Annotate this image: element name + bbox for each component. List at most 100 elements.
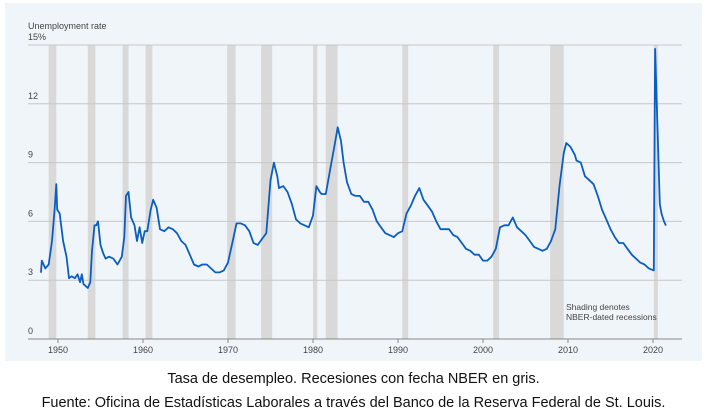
data-point: [343, 162, 345, 164]
data-point: [41, 260, 43, 262]
data-point: [269, 179, 272, 181]
data-point: [278, 187, 280, 189]
data-point: [656, 120, 658, 123]
data-point: [286, 191, 289, 193]
x-tick-label: 2010: [558, 345, 578, 355]
data-point: [601, 209, 603, 211]
x-tick-label: 2000: [473, 345, 493, 355]
y-tick-label: 6: [28, 208, 33, 218]
data-point: [133, 224, 136, 226]
recession-band: [227, 45, 236, 339]
data-point: [152, 199, 154, 201]
data-point: [495, 248, 497, 250]
x-tick-label: 1980: [303, 345, 323, 355]
data-point: [248, 230, 250, 232]
data-point: [499, 226, 501, 228]
recession-band: [261, 45, 273, 339]
data-point: [350, 193, 352, 195]
data-point: [240, 222, 242, 224]
data-point: [507, 224, 510, 226]
data-point: [62, 240, 64, 242]
y-tick-label: 0: [28, 326, 33, 336]
recession-band: [493, 45, 500, 339]
data-point: [235, 222, 238, 224]
data-point: [108, 256, 110, 258]
data-point: [276, 175, 278, 177]
data-point: [663, 220, 665, 222]
data-point: [172, 228, 174, 230]
data-point: [68, 277, 70, 279]
data-point: [308, 226, 310, 228]
data-point: [618, 242, 620, 244]
data-point: [89, 281, 91, 283]
data-point: [388, 234, 391, 236]
data-point: [105, 258, 107, 260]
data-point: [456, 236, 459, 238]
data-point: [312, 214, 314, 217]
data-point: [223, 269, 225, 271]
data-point: [44, 267, 46, 270]
data-point: [393, 236, 395, 238]
data-point: [82, 283, 85, 285]
data-point: [144, 230, 146, 232]
data-point: [452, 234, 454, 236]
data-point: [558, 185, 561, 187]
data-point: [631, 254, 633, 256]
data-point: [473, 254, 476, 256]
data-point: [588, 179, 590, 181]
data-point: [214, 271, 216, 273]
data-point: [367, 201, 369, 203]
recession-band: [402, 45, 409, 339]
data-point: [622, 242, 624, 244]
data-point: [315, 185, 317, 187]
data-point: [227, 261, 229, 264]
data-point: [533, 246, 535, 248]
x-tick-label: 1990: [388, 345, 408, 355]
data-point: [490, 256, 493, 258]
data-point: [299, 222, 301, 224]
data-point: [609, 228, 612, 230]
data-point: [653, 269, 655, 271]
x-tick-label: 1960: [133, 345, 153, 355]
data-point: [40, 271, 42, 273]
data-point: [116, 263, 119, 266]
data-point: [427, 205, 429, 207]
data-point: [520, 230, 522, 232]
data-point: [93, 224, 96, 226]
data-point: [295, 218, 297, 221]
data-point: [592, 183, 595, 185]
data-point: [376, 220, 378, 222]
data-point: [465, 248, 467, 250]
data-point: [546, 248, 548, 250]
data-point: [130, 216, 132, 219]
data-point: [605, 218, 607, 221]
data-point: [125, 195, 127, 197]
data-point: [159, 228, 161, 230]
data-point: [136, 240, 138, 242]
data-point: [65, 256, 68, 258]
data-point: [371, 209, 374, 211]
data-point: [244, 224, 246, 226]
data-point: [337, 126, 339, 128]
data-point: [95, 224, 97, 226]
data-point: [444, 228, 446, 230]
data-point: [418, 187, 420, 189]
data-point: [584, 175, 586, 177]
data-point: [524, 234, 527, 236]
data-point: [167, 226, 170, 228]
data-point: [189, 254, 191, 256]
data-point: [516, 226, 518, 228]
data-point: [550, 240, 552, 242]
data-point: [303, 224, 306, 226]
data-point: [282, 185, 284, 187]
data-point: [163, 230, 165, 232]
data-point: [156, 207, 158, 209]
data-point: [410, 205, 412, 207]
data-point: [414, 195, 416, 197]
data-point: [614, 236, 616, 238]
recession-band: [87, 45, 96, 339]
data-point: [146, 230, 148, 232]
y-tick-label: 9: [28, 150, 33, 160]
data-point: [660, 212, 663, 215]
data-point: [79, 281, 81, 283]
